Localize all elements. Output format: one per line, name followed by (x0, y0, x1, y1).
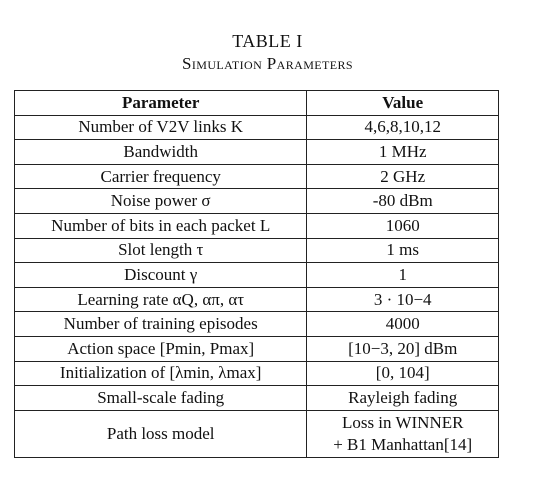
parameter-cell: Path loss model (13, 409, 308, 458)
table-row: Discount γ 1 (13, 262, 499, 288)
value-line: + B1 Manhattan[14] (333, 434, 473, 454)
table-row: Learning rate αQ, απ, ατ 3 · 10−4 (13, 286, 499, 313)
table-row: Number of V2V links K 4,6,8,10,12 (13, 114, 499, 141)
value-cell: [0, 104] (306, 360, 499, 387)
table-row: Carrier frequency 2 GHz (13, 163, 499, 190)
value-cell: 1 MHz (306, 139, 499, 165)
parameter-cell: Action space [Pmin, Pmax] (13, 335, 308, 362)
value-cell: 4000 (306, 311, 499, 337)
parameter-cell: Slot length τ (13, 237, 308, 264)
value-cell: [10−3, 20] dBm (306, 335, 499, 362)
table-caption-subtitle: Simulation Parameters (182, 54, 353, 73)
parameter-cell: Noise power σ (13, 188, 308, 214)
table-row: Number of training episodes 4000 (13, 311, 499, 337)
value-cell: 1 (306, 262, 499, 288)
value-cell: 3 · 10−4 (306, 286, 499, 313)
simulation-parameters-table: Parameter Value Number of V2V links K 4,… (13, 90, 499, 458)
parameter-cell: Number of V2V links K (13, 114, 308, 141)
parameter-cell: Bandwidth (13, 139, 308, 165)
parameter-cell: Number of bits in each packet L (13, 212, 308, 239)
table-caption-title: TABLE I (232, 31, 303, 51)
parameter-cell: Discount γ (13, 262, 308, 288)
parameter-cell: Carrier frequency (13, 163, 308, 190)
value-cell: 1060 (306, 212, 499, 239)
parameter-cell: Small-scale fading (13, 385, 308, 411)
table-row: Action space [Pmin, Pmax] [10−3, 20] dBm (13, 335, 499, 362)
table-row: Bandwidth 1 MHz (13, 139, 499, 165)
value-cell: 1 ms (306, 237, 499, 264)
value-cell: Loss in WINNER + B1 Manhattan[14] (306, 409, 499, 458)
table-header-row: Parameter Value (13, 90, 499, 116)
value-cell: 4,6,8,10,12 (306, 114, 499, 141)
table-row: Noise power σ -80 dBm (13, 188, 499, 214)
table-row: Path loss model Loss in WINNER + B1 Manh… (13, 409, 499, 458)
table-row: Slot length τ 1 ms (13, 237, 499, 264)
value-cell: Rayleigh fading (306, 385, 499, 411)
parameter-cell: Initialization of [λmin, λmax] (13, 360, 308, 387)
value-cell: 2 GHz (306, 163, 499, 190)
table-row: Number of bits in each packet L 1060 (13, 212, 499, 239)
table-row: Initialization of [λmin, λmax] [0, 104] (13, 360, 499, 387)
header-value: Value (306, 90, 499, 116)
parameter-cell: Learning rate αQ, απ, ατ (13, 286, 308, 313)
table-row: Small-scale fading Rayleigh fading (13, 385, 499, 411)
value-cell: -80 dBm (306, 188, 499, 214)
header-parameter: Parameter (13, 90, 308, 116)
value-line: Loss in WINNER (341, 412, 464, 432)
parameter-cell: Number of training episodes (13, 311, 308, 337)
